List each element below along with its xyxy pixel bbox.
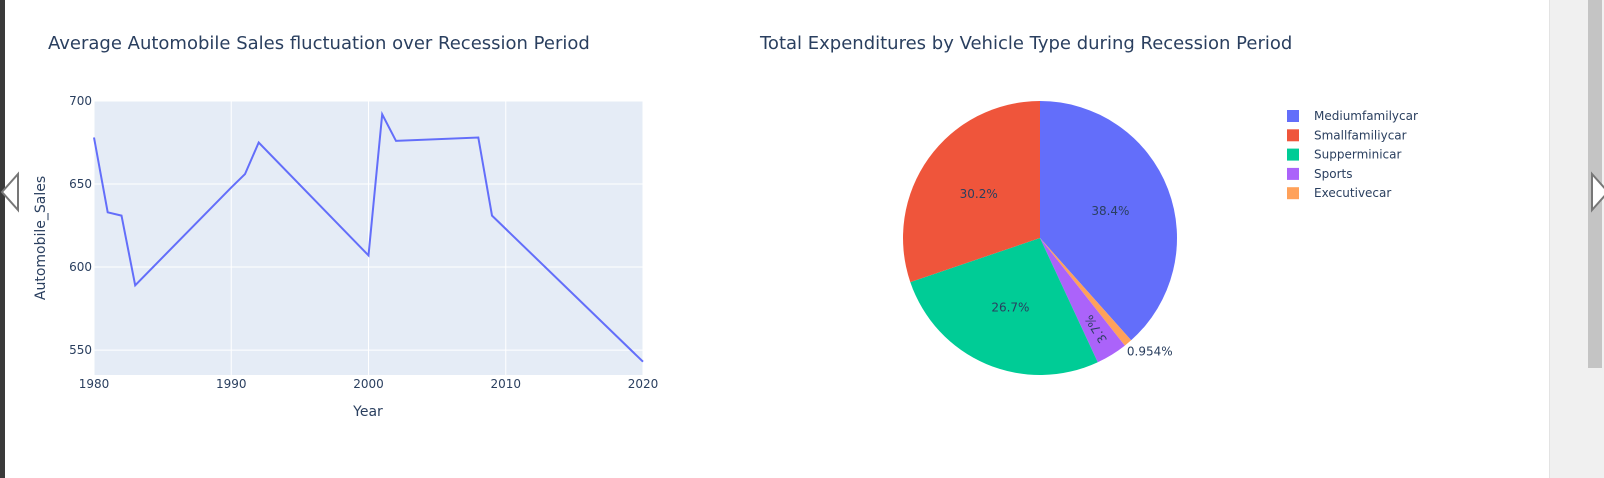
line-chart: Average Automobile Sales fluctuation ove…: [33, 33, 658, 420]
pie-slice-supperminicar: [910, 238, 1098, 375]
pie-slices: [903, 101, 1178, 375]
pie-value-label: 30.2%: [960, 187, 998, 201]
pie-slice-executivecar: [1040, 238, 1132, 346]
x-tick-label: 1980: [79, 377, 110, 391]
pie-slice-sports: [1040, 238, 1125, 363]
pie-value-label: 38.4%: [1091, 204, 1129, 218]
x-tick-label: 1990: [216, 377, 247, 391]
y-axis-label: Automobile_Sales: [33, 176, 49, 300]
legend-swatch[interactable]: [1287, 187, 1299, 200]
line-chart-y-ticks: 550 600 650 700: [69, 94, 92, 357]
x-tick-label: 2010: [490, 377, 521, 391]
line-chart-points: [93, 114, 644, 362]
previous-arrow-icon[interactable]: [0, 170, 22, 214]
x-tick-label: 2020: [628, 377, 659, 391]
legend-label[interactable]: Mediumfamilycar: [1314, 109, 1418, 123]
legend-swatch[interactable]: [1287, 167, 1299, 180]
y-tick-label: 550: [69, 343, 92, 357]
line-chart-title: Average Automobile Sales fluctuation ove…: [48, 33, 590, 54]
x-axis-label: Year: [352, 404, 383, 420]
pie-value-label: 0.954%: [1127, 345, 1173, 359]
pie-chart-title: Total Expenditures by Vehicle Type durin…: [759, 33, 1292, 54]
pie-chart: Total Expenditures by Vehicle Type durin…: [759, 33, 1418, 375]
x-tick-label: 2000: [353, 377, 384, 391]
next-arrow-icon[interactable]: [1588, 170, 1604, 214]
charts-canvas: Average Automobile Sales fluctuation ove…: [33, 33, 1418, 420]
line-chart-x-ticks: 1980 1990 2000 2010 2020: [79, 377, 659, 391]
legend-swatch[interactable]: [1287, 110, 1299, 122]
pie-slice-mediumfamilycar: [1040, 101, 1178, 341]
line-chart-grid: [93, 100, 644, 375]
legend-label[interactable]: Smallfamiliycar: [1314, 128, 1407, 142]
pie-value-label: 26.7%: [991, 300, 1029, 314]
pie-slice-smallfamiliycar: [903, 101, 1040, 283]
viewer-left-edge: [0, 0, 5, 478]
legend-label[interactable]: Supperminicar: [1314, 148, 1401, 162]
legend-label[interactable]: Executivecar: [1314, 186, 1391, 200]
legend-swatch[interactable]: [1287, 129, 1299, 142]
y-tick-label: 700: [69, 94, 92, 108]
pie-legend: Mediumfamilycar Smallfamiliycar Suppermini…: [1287, 109, 1418, 200]
y-tick-label: 600: [69, 260, 92, 274]
y-tick-label: 650: [69, 177, 92, 191]
legend-label[interactable]: Sports: [1314, 167, 1352, 181]
legend-swatch[interactable]: [1287, 148, 1299, 161]
